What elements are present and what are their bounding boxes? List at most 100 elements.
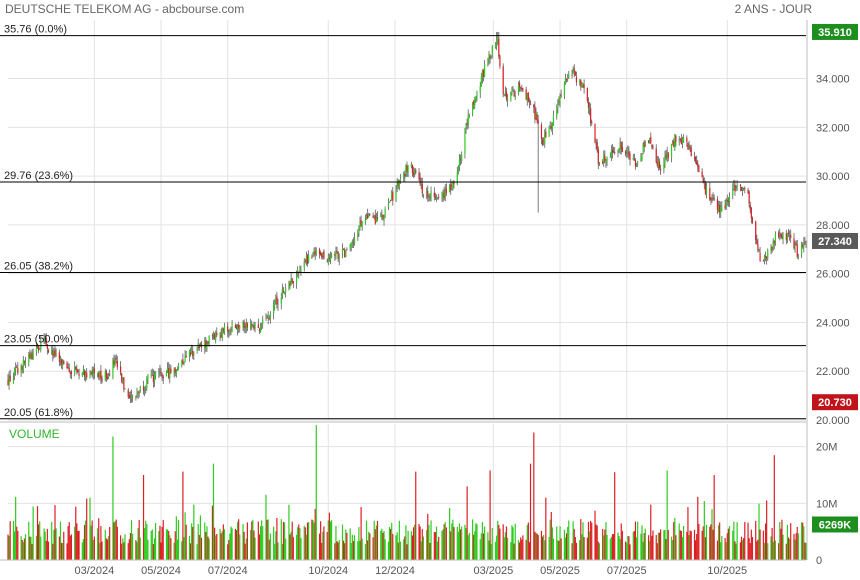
volume-bar: [755, 520, 757, 560]
candle-body: [159, 370, 161, 372]
candle-body: [153, 374, 156, 382]
candle-body: [749, 205, 751, 210]
volume-bar: [68, 522, 70, 560]
candle-body: [548, 126, 550, 137]
volume-bar: [487, 532, 489, 560]
candle-body: [66, 363, 68, 368]
fib-label: 29.76 (23.6%): [4, 170, 73, 182]
volume-bar: [83, 525, 86, 560]
candle-body: [573, 68, 575, 72]
volume-bar: [726, 533, 728, 560]
volume-bar: [267, 519, 269, 560]
price-grid: [8, 20, 806, 421]
volume-bar: [328, 512, 330, 560]
volume-bar: [165, 529, 168, 560]
fibonacci-levels: 35.76 (0.0%) 29.76 (23.6%) 26.05 (38.2%) 23…: [0, 24, 806, 420]
volume-bar: [786, 524, 789, 560]
candle-body: [719, 205, 721, 213]
volume-bar: [772, 541, 774, 560]
candle-body: [451, 187, 453, 189]
candle-body: [517, 84, 520, 95]
volume-bar: [735, 543, 737, 560]
volume-bar: [403, 539, 405, 560]
candle-body: [748, 191, 750, 204]
volume-bar: [86, 498, 88, 560]
candle-body: [563, 83, 566, 96]
volume-bar: [728, 526, 731, 560]
candle-body: [205, 340, 207, 347]
candle-body: [177, 365, 180, 370]
candle-body: [720, 206, 722, 213]
volume-bar: [757, 539, 759, 560]
candle-body: [291, 278, 293, 283]
volume-bar: [107, 536, 110, 560]
candle-body: [397, 182, 399, 186]
candle-body: [604, 156, 606, 162]
volume-bar: [277, 542, 279, 560]
volume-bar: [395, 535, 397, 560]
candle-body: [757, 243, 759, 251]
candle-body: [384, 209, 386, 215]
candle-body: [667, 152, 669, 159]
candle-body: [105, 371, 107, 379]
candle-body: [535, 112, 537, 118]
candle-body: [559, 95, 561, 103]
volume-bar: [458, 523, 461, 560]
volume-bar: [63, 531, 65, 560]
volume-bar: [330, 520, 333, 560]
candle-body: [778, 232, 780, 237]
volume-bar: [381, 528, 383, 560]
candle-body: [457, 169, 459, 174]
volume-bar: [212, 463, 215, 560]
volume-bar: [647, 535, 650, 560]
candle-body: [803, 243, 805, 248]
volume-bar: [147, 539, 149, 560]
volume-bar: [205, 531, 207, 560]
volume-bar: [349, 528, 351, 560]
candle-body: [534, 106, 536, 120]
candle-body: [438, 196, 440, 198]
candle-body: [268, 318, 270, 320]
volume-bar: [625, 541, 627, 560]
volume-bar: [579, 540, 581, 560]
candle-body: [63, 360, 65, 365]
volume-bar: [697, 496, 699, 560]
candle-body: [772, 240, 774, 249]
candle-body: [97, 373, 99, 375]
volume-bar: [300, 537, 302, 560]
candle-body: [7, 379, 9, 386]
candle-body: [481, 70, 484, 78]
volume-bar: [193, 504, 195, 560]
candle-body: [346, 249, 348, 251]
volume-bar: [720, 542, 722, 560]
candle-body: [223, 325, 226, 332]
candle-body: [311, 256, 313, 258]
candle-body: [184, 354, 186, 362]
candle-body: [725, 200, 727, 208]
volume-bar: [641, 525, 643, 560]
low-badge: 20.730: [818, 397, 852, 409]
period-label[interactable]: 2 ANS - JOUR: [734, 2, 812, 16]
candle-body: [192, 350, 194, 356]
volume-bar: [450, 531, 452, 560]
candle-body: [262, 319, 264, 324]
candle-body: [45, 338, 47, 346]
candle-body: [649, 138, 651, 142]
volume-bar: [582, 522, 584, 560]
volume-bar: [283, 522, 286, 560]
candle-body: [360, 220, 362, 225]
candle-body: [138, 392, 140, 394]
volume-bar: [288, 504, 290, 560]
volume-bar: [345, 529, 347, 560]
volume-bar: [75, 506, 77, 560]
candle-body: [664, 156, 666, 164]
candle-body: [412, 172, 415, 176]
candle-body: [551, 124, 553, 130]
candle-body: [308, 255, 310, 263]
candle-body: [367, 214, 369, 219]
volume-bar: [327, 520, 329, 560]
candle-body: [441, 195, 443, 197]
candle-body: [782, 234, 784, 240]
volume-bar: [40, 536, 42, 560]
